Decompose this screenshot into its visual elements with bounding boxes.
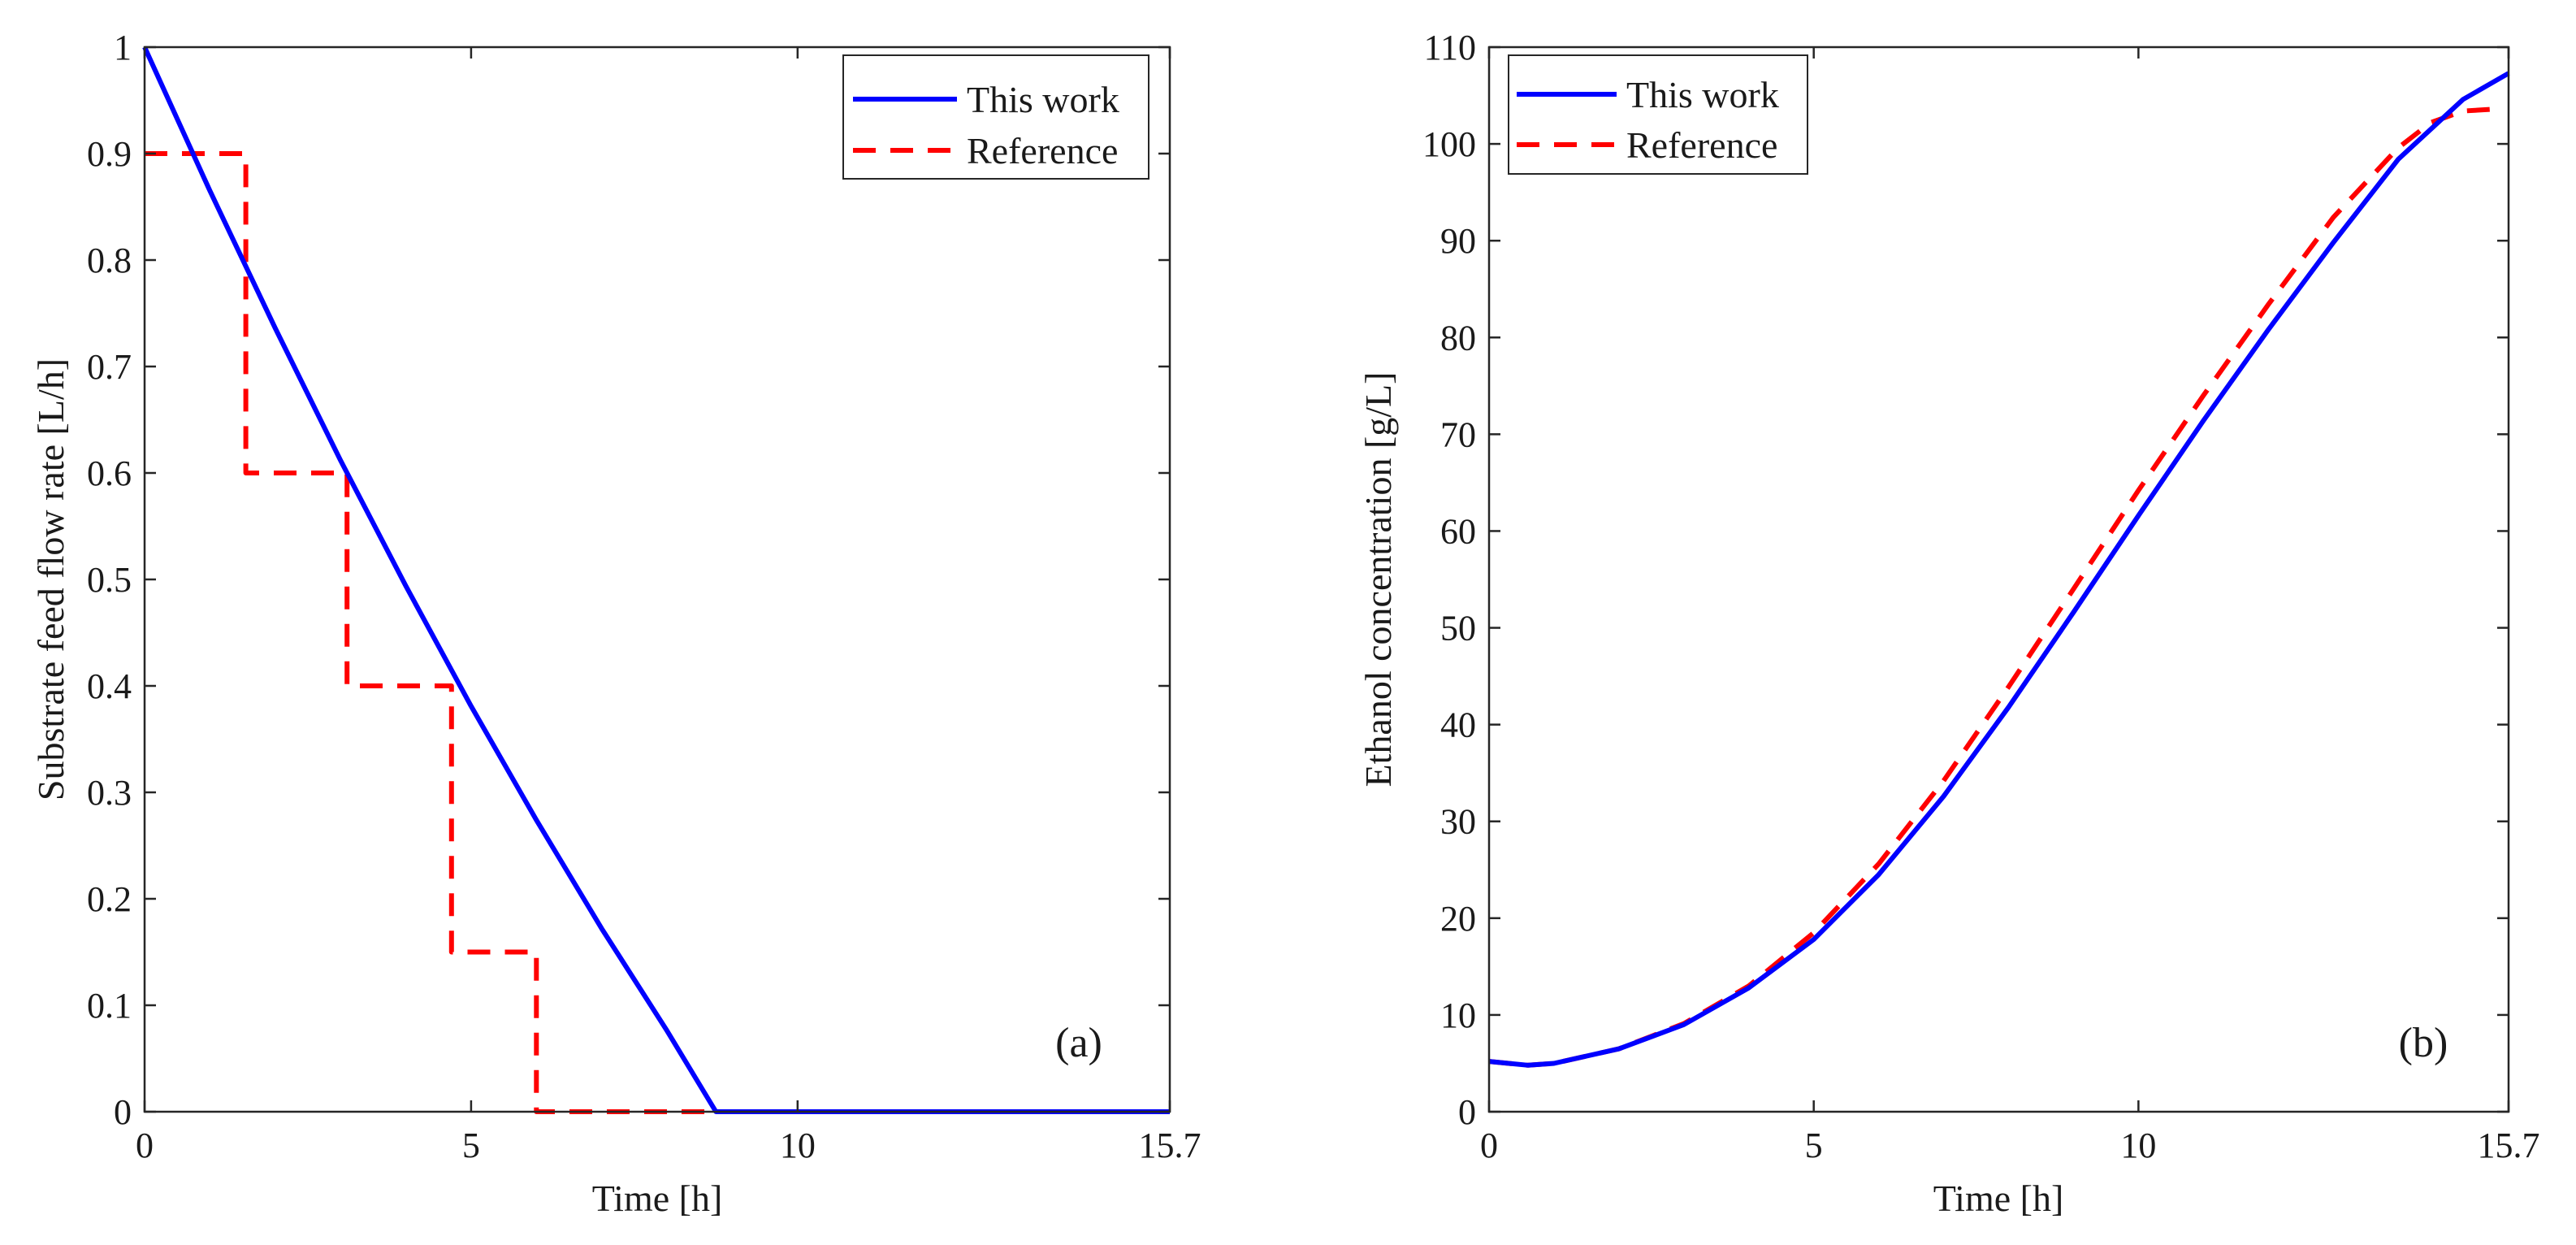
chart-b-ytick-label: 100 [1422,124,1476,164]
chart-b-xtick-label: 5 [1805,1126,1823,1165]
chart-a-series-reference [145,151,1170,1114]
chart-a-ytick-label: 0.1 [87,986,132,1026]
chart-a-ticks-group: 0 5 10 15.7 0 0.1 0.2 0.3 0.4 0.5 0.6 0.7 0.8 0.9 1 [87,28,1201,1165]
chart-a-legend-label-reference: Reference [967,130,1118,171]
chart-panel-a: 0 5 10 15.7 0 0.1 0.2 0.3 0.4 0.5 0.6 0.7 0.8 0.9 1 Ti… [30,28,1201,1219]
chart-b-plot-box [1487,46,2510,1113]
chart-a-xlabel: Time [h] [592,1178,723,1219]
chart-b-xtick-label: 0 [1480,1126,1498,1165]
chart-b-xlabel: Time [h] [1933,1178,2064,1219]
chart-a-ytick-label: 0.3 [87,773,132,813]
chart-b-ticks-group: 0 5 10 15.7 0 10 20 30 40 50 60 70 80 90 100 110 [1422,28,2540,1165]
chart-b-legend-label-this-work: This work [1626,74,1779,115]
chart-b-series-group [1488,71,2510,1068]
chart-b-panel-label: (b) [2399,1020,2448,1066]
chart-b-ytick-label: 80 [1440,318,1476,358]
chart-panel-b: 0 5 10 15.7 0 10 20 30 40 50 60 70 80 90 100 110 Time [… [1357,28,2540,1219]
chart-a-ytick-label: 0.7 [87,347,132,387]
chart-a-panel-label: (a) [1055,1020,1102,1066]
chart-a-xtick-label: 5 [462,1126,480,1165]
chart-b-ytick-label: 0 [1458,1092,1476,1132]
chart-b-xtick-label: 15.7 [2478,1126,2540,1165]
chart-b-legend: This work Reference [1508,54,1808,175]
chart-b-ytick-label: 110 [1424,28,1476,67]
chart-a-legend: This work Reference [842,54,1149,180]
chart-b-legend-label-reference: Reference [1626,124,1777,166]
chart-a-ytick-label: 0.8 [87,241,132,280]
chart-a-ytick-label: 0.6 [87,453,132,493]
chart-a-ytick-label: 0.2 [87,879,132,919]
chart-b-ytick-label: 40 [1440,705,1476,745]
chart-a-ylabel: Substrate feed flow rate [L/h] [30,358,71,800]
chart-a-ytick-label: 0.5 [87,560,132,600]
chart-b-ytick-label: 10 [1440,996,1476,1035]
chart-a-xtick-label: 10 [780,1126,816,1165]
chart-b-legend-box [1508,54,1808,175]
chart-b-ylabel: Ethanol concentration [g/L] [1357,372,1399,787]
chart-a-ytick-label: 0 [114,1092,132,1132]
chart-a-ytick-label: 0.9 [87,134,132,174]
chart-a-xtick-label: 0 [136,1126,154,1165]
chart-a-legend-box [842,54,1149,180]
chart-b-ytick-label: 30 [1440,802,1476,842]
chart-b-series-this-work [1488,71,2510,1068]
chart-b-ytick-label: 90 [1440,221,1476,261]
chart-a-ytick-label: 0.4 [87,666,132,706]
chart-b-xtick-label: 10 [2120,1126,2156,1165]
chart-b-ytick-label: 60 [1440,511,1476,551]
chart-b-ytick-label: 20 [1440,899,1476,939]
chart-a-ytick-label: 1 [114,28,132,67]
chart-a-xtick-label: 15.7 [1139,1126,1201,1165]
chart-b-ytick-label: 50 [1440,609,1476,649]
chart-b-ytick-label: 70 [1440,414,1476,454]
chart-a-legend-label-this-work: This work [967,79,1119,120]
